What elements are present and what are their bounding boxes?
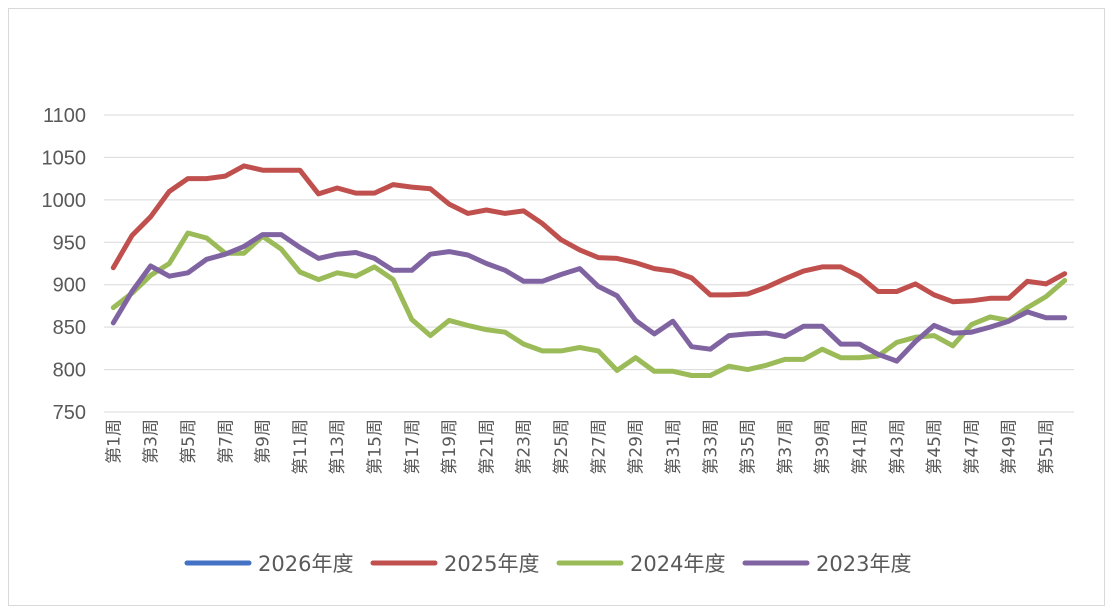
x-tick-label: 第45周 — [925, 419, 945, 475]
y-tick-label: 1000 — [42, 190, 87, 212]
legend-label: 2025年度 — [444, 552, 539, 576]
x-tick-label: 第39周 — [813, 419, 833, 475]
x-tick-label: 第51周 — [1037, 419, 1057, 475]
y-tick-label: 750 — [53, 402, 86, 424]
x-tick-label: 第35周 — [739, 419, 759, 475]
x-tick-label: 第27周 — [589, 419, 609, 475]
x-tick-label: 第19周 — [440, 419, 460, 475]
x-tick-label: 第17周 — [403, 419, 423, 475]
x-tick-label: 第9周 — [254, 419, 274, 464]
x-tick-label: 第33周 — [701, 419, 721, 475]
y-tick-label: 1050 — [42, 147, 87, 169]
x-tick-label: 第1周 — [104, 419, 124, 464]
x-tick-label: 第3周 — [142, 419, 162, 464]
legend-label: 2024年度 — [630, 552, 725, 576]
legend-label: 2026年度 — [258, 552, 353, 576]
y-tick-label: 850 — [53, 317, 86, 339]
x-tick-label: 第7周 — [216, 419, 236, 464]
x-tick-label: 第13周 — [328, 419, 348, 475]
x-tick-label: 第25周 — [552, 419, 572, 475]
chart-frame: 750 800 850 900 950 1000 1050 1100 第1周 第3周 第5周 第7周… — [8, 8, 1105, 606]
x-tick-label: 第11周 — [291, 419, 311, 475]
x-tick-label: 第23周 — [515, 419, 535, 475]
legend-label: 2023年度 — [816, 552, 911, 576]
y-tick-label: 950 — [53, 232, 86, 254]
x-tick-label: 第31周 — [664, 419, 684, 475]
y-tick-label: 900 — [53, 275, 86, 297]
series-line — [110, 232, 1068, 364]
x-tick-label: 第29周 — [627, 419, 647, 475]
y-tick-label: 1100 — [43, 105, 86, 127]
legend: 2026年度 2025年度 2024年度 2023年度 — [184, 552, 911, 576]
x-tick-label: 第37周 — [776, 419, 796, 475]
x-tick-label: 第15周 — [365, 419, 385, 475]
x-tick-label: 第49周 — [1000, 419, 1020, 475]
x-tick-label: 第5周 — [179, 419, 199, 464]
x-tick-label: 第21周 — [477, 419, 497, 475]
line-chart: 750 800 850 900 950 1000 1050 1100 第1周 第3周 第5周 第7周… — [42, 105, 1074, 576]
series-line — [110, 230, 1068, 378]
x-tick-label: 第47周 — [962, 419, 982, 475]
x-tick-label: 第43周 — [888, 419, 908, 475]
series-line — [110, 163, 1068, 305]
x-tick-label: 第41周 — [850, 419, 870, 475]
y-tick-label: 800 — [53, 360, 86, 382]
